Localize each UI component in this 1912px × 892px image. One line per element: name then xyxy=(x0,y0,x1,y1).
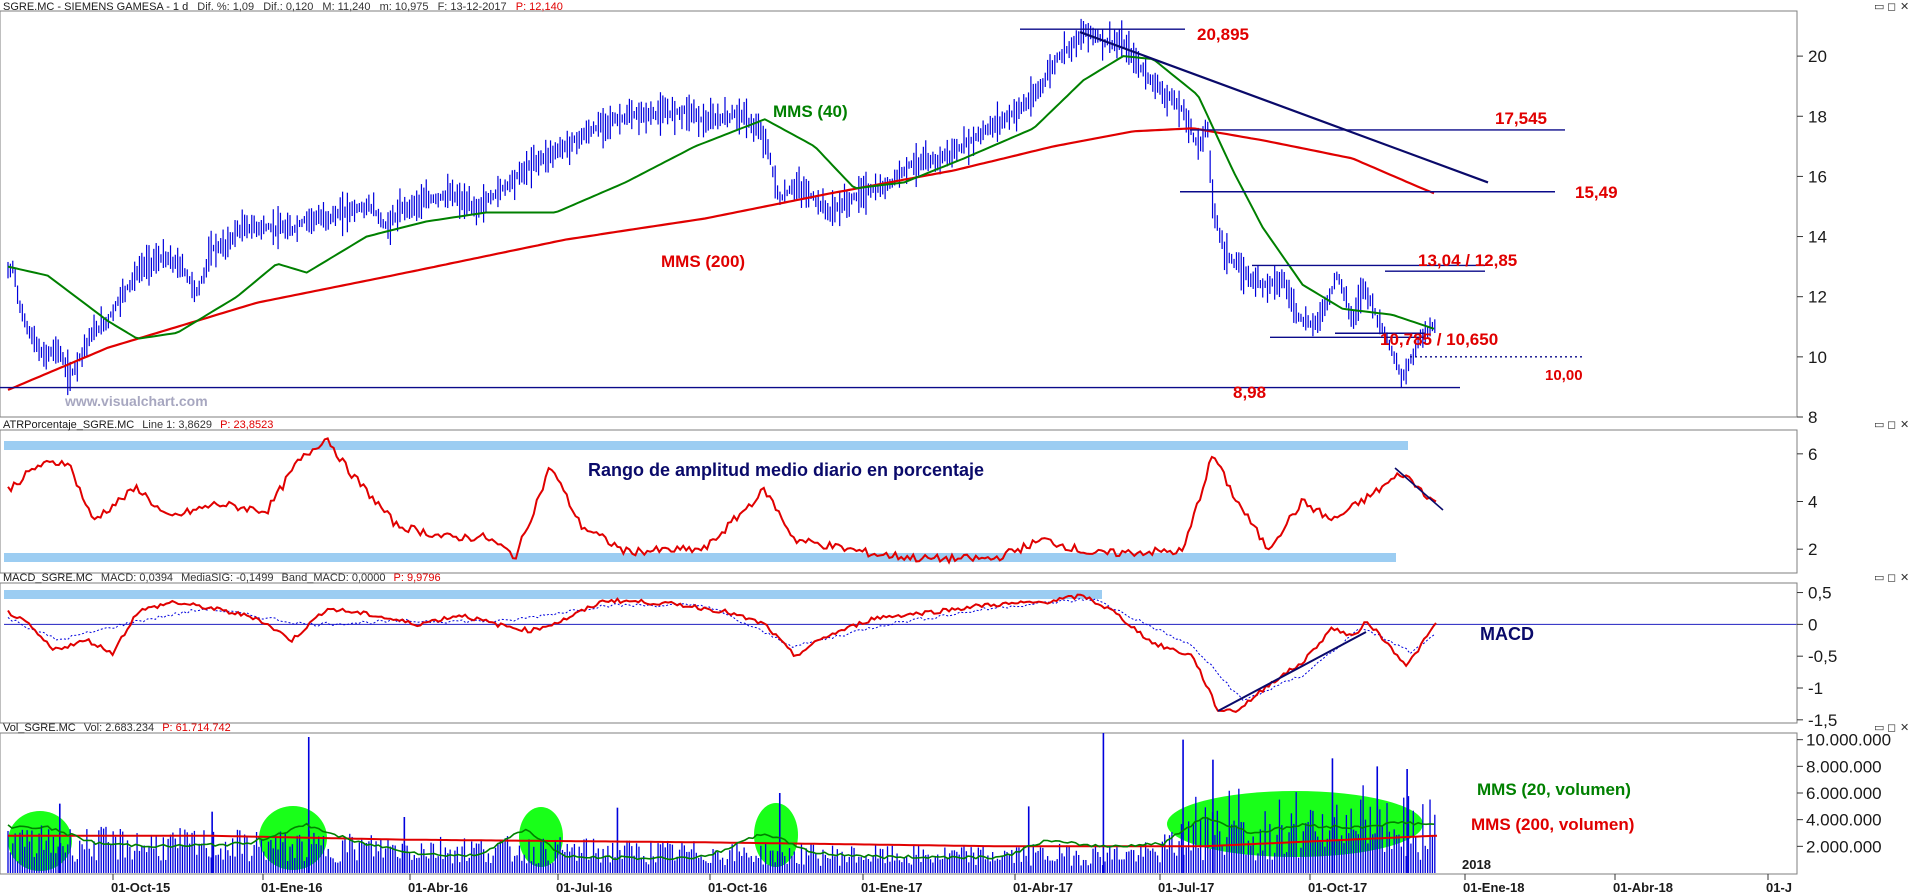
volume-y-tick-label: 8.000.000 xyxy=(1806,757,1882,776)
macd-y-tick-label: -1,5 xyxy=(1808,711,1837,730)
restore-icon[interactable]: ◻ xyxy=(1887,0,1896,13)
macd-y-tick-label: -1 xyxy=(1808,679,1823,698)
mms40-label: MMS (40) xyxy=(773,102,848,121)
macd-trend-line xyxy=(1217,631,1367,712)
x-axis: 01-Oct-15 01-Ene-16 01-Abr-16 01-Jul-16 01-O… xyxy=(0,873,1797,892)
atr-lower-band xyxy=(4,553,1396,562)
close-icon[interactable]: ✕ xyxy=(1900,721,1909,734)
price-y-tick-label: 12 xyxy=(1808,288,1827,307)
atr-y-tick-label: 2 xyxy=(1808,540,1817,559)
close-icon[interactable]: ✕ xyxy=(1900,418,1909,431)
mms40-line xyxy=(7,55,1435,340)
minimize-icon[interactable]: ▭ xyxy=(1874,0,1884,13)
x-tick-label: 01-Abr-18 xyxy=(1613,880,1673,892)
volume-mms200-label: MMS (200, volumen) xyxy=(1471,815,1634,834)
macd-line xyxy=(7,593,1437,713)
volume-plot xyxy=(7,733,1438,873)
level-label-10785: 10,785 / 10,650 xyxy=(1380,330,1498,349)
x-tick-label: 01-Ene-18 xyxy=(1463,880,1524,892)
price-header: SGRE.MC - SIEMENS GAMESA - 1 d Dif. %: 1… xyxy=(3,1,563,13)
macd-header: MACD_SGRE.MC MACD: 0,0394 MediaSIG: -0,1… xyxy=(3,572,441,584)
level-label-1304: 13,04 / 12,85 xyxy=(1418,251,1517,270)
volume-bars xyxy=(7,733,1436,873)
volume-y-tick-label: 10.000.000 xyxy=(1806,731,1891,750)
atr-trend-line xyxy=(1394,467,1444,511)
volume-panel: Vol_SGRE.MC Vol: 2.683.234 P: 61.714.742… xyxy=(0,721,1909,875)
x-tick-label: 01-Oct-15 xyxy=(111,880,170,892)
price-plot xyxy=(0,18,1582,396)
x-tick-label: 01-Ene-16 xyxy=(261,880,322,892)
close-icon[interactable]: ✕ xyxy=(1900,571,1909,584)
volume-mms20-line xyxy=(7,816,1435,861)
macd-y-axis: 0,5 0 -0,5 -1 -1,5 xyxy=(1796,583,1837,730)
x-tick-label: 01-Abr-16 xyxy=(408,880,468,892)
volume-ellipse-3 xyxy=(519,807,563,867)
price-level-lines xyxy=(0,28,1582,389)
level-label-1549: 15,49 xyxy=(1575,183,1618,202)
atr-y-tick-label: 6 xyxy=(1808,445,1817,464)
x-tick-label: 01-Abr-17 xyxy=(1013,880,1073,892)
price-y-axis: 20 18 16 14 12 10 8 xyxy=(1796,11,1827,427)
mms200-label: MMS (200) xyxy=(661,252,745,271)
price-y-tick-label: 10 xyxy=(1808,348,1827,367)
level-label-20895: 20,895 xyxy=(1197,25,1249,44)
mms200-line xyxy=(7,127,1435,391)
macd-y-tick-label: 0 xyxy=(1808,615,1817,634)
macd-band xyxy=(4,590,1102,599)
close-icon[interactable]: ✕ xyxy=(1900,0,1909,13)
level-label-17545: 17,545 xyxy=(1495,109,1547,128)
macd-window-controls: ▭ ◻ ✕ xyxy=(1874,571,1909,584)
x-tick-label: 01-Oct-17 xyxy=(1308,880,1367,892)
macd-panel: MACD_SGRE.MC MACD: 0,0394 MediaSIG: -0,1… xyxy=(0,571,1909,730)
atr-window-controls: ▭ ◻ ✕ xyxy=(1874,418,1909,431)
price-bars xyxy=(7,18,1436,396)
atr-title: Rango de amplitud medio diario en porcen… xyxy=(588,460,984,480)
x-tick-label: 01-Jul-16 xyxy=(556,880,612,892)
watermark: www.visualchart.com xyxy=(64,393,208,409)
volume-ellipse-5 xyxy=(1167,791,1423,857)
atr-plot xyxy=(4,437,1444,565)
price-y-tick-label: 16 xyxy=(1808,167,1827,186)
price-y-tick-label: 8 xyxy=(1808,408,1817,427)
price-y-tick-label: 20 xyxy=(1808,47,1827,66)
x-tick-label: 01-Oct-16 xyxy=(708,880,767,892)
minimize-icon[interactable]: ▭ xyxy=(1874,418,1884,431)
price-y-tick-label: 18 xyxy=(1808,107,1827,126)
volume-y-tick-label: 4.000.000 xyxy=(1806,811,1882,830)
price-panel: SGRE.MC - SIEMENS GAMESA - 1 d Dif. %: 1… xyxy=(0,0,1909,427)
atr-y-axis: 6 4 2 xyxy=(1796,430,1817,573)
minimize-icon[interactable]: ▭ xyxy=(1874,721,1884,734)
volume-y-tick-label: 6.000.000 xyxy=(1806,784,1882,803)
level-label-1000: 10,00 xyxy=(1545,367,1583,384)
atr-line xyxy=(7,437,1437,565)
macd-y-tick-label: 0,5 xyxy=(1808,584,1832,603)
volume-y-axis: 10.000.000 8.000.000 6.000.000 4.000.000 2.0… xyxy=(1796,731,1891,873)
volume-mms20-label: MMS (20, volumen) xyxy=(1477,780,1631,799)
restore-icon[interactable]: ◻ xyxy=(1887,721,1896,734)
x-tick-label: 01-J xyxy=(1766,880,1792,892)
volume-y-tick-label: 2.000.000 xyxy=(1806,837,1882,856)
price-y-tick-label: 14 xyxy=(1808,228,1827,247)
atr-panel: ATRPorcentaje_SGRE.MC Line 1: 3,8629 P: … xyxy=(0,418,1909,574)
volume-mms200-line xyxy=(8,834,1438,848)
atr-y-tick-label: 4 xyxy=(1808,493,1817,512)
restore-icon[interactable]: ◻ xyxy=(1887,418,1896,431)
restore-icon[interactable]: ◻ xyxy=(1887,571,1896,584)
macd-y-tick-label: -0,5 xyxy=(1808,647,1837,666)
x-tick-label: 01-Ene-17 xyxy=(861,880,922,892)
atr-header: ATRPorcentaje_SGRE.MC Line 1: 3,8629 P: … xyxy=(3,419,273,431)
price-window-controls: ▭ ◻ ✕ xyxy=(1874,0,1909,13)
level-label-898: 8,98 xyxy=(1233,383,1266,402)
x-tick-label: 01-Jul-17 xyxy=(1158,880,1214,892)
macd-title: MACD xyxy=(1480,624,1534,644)
volume-header: Vol_SGRE.MC Vol: 2.683.234 P: 61.714.742 xyxy=(3,722,231,734)
atr-upper-band xyxy=(4,441,1408,450)
volume-window-controls: ▭ ◻ ✕ xyxy=(1874,721,1909,734)
year-marker: 2018 xyxy=(1462,857,1491,872)
price-trend-line xyxy=(1079,31,1489,184)
macd-plot xyxy=(4,590,1797,713)
minimize-icon[interactable]: ▭ xyxy=(1874,571,1884,584)
